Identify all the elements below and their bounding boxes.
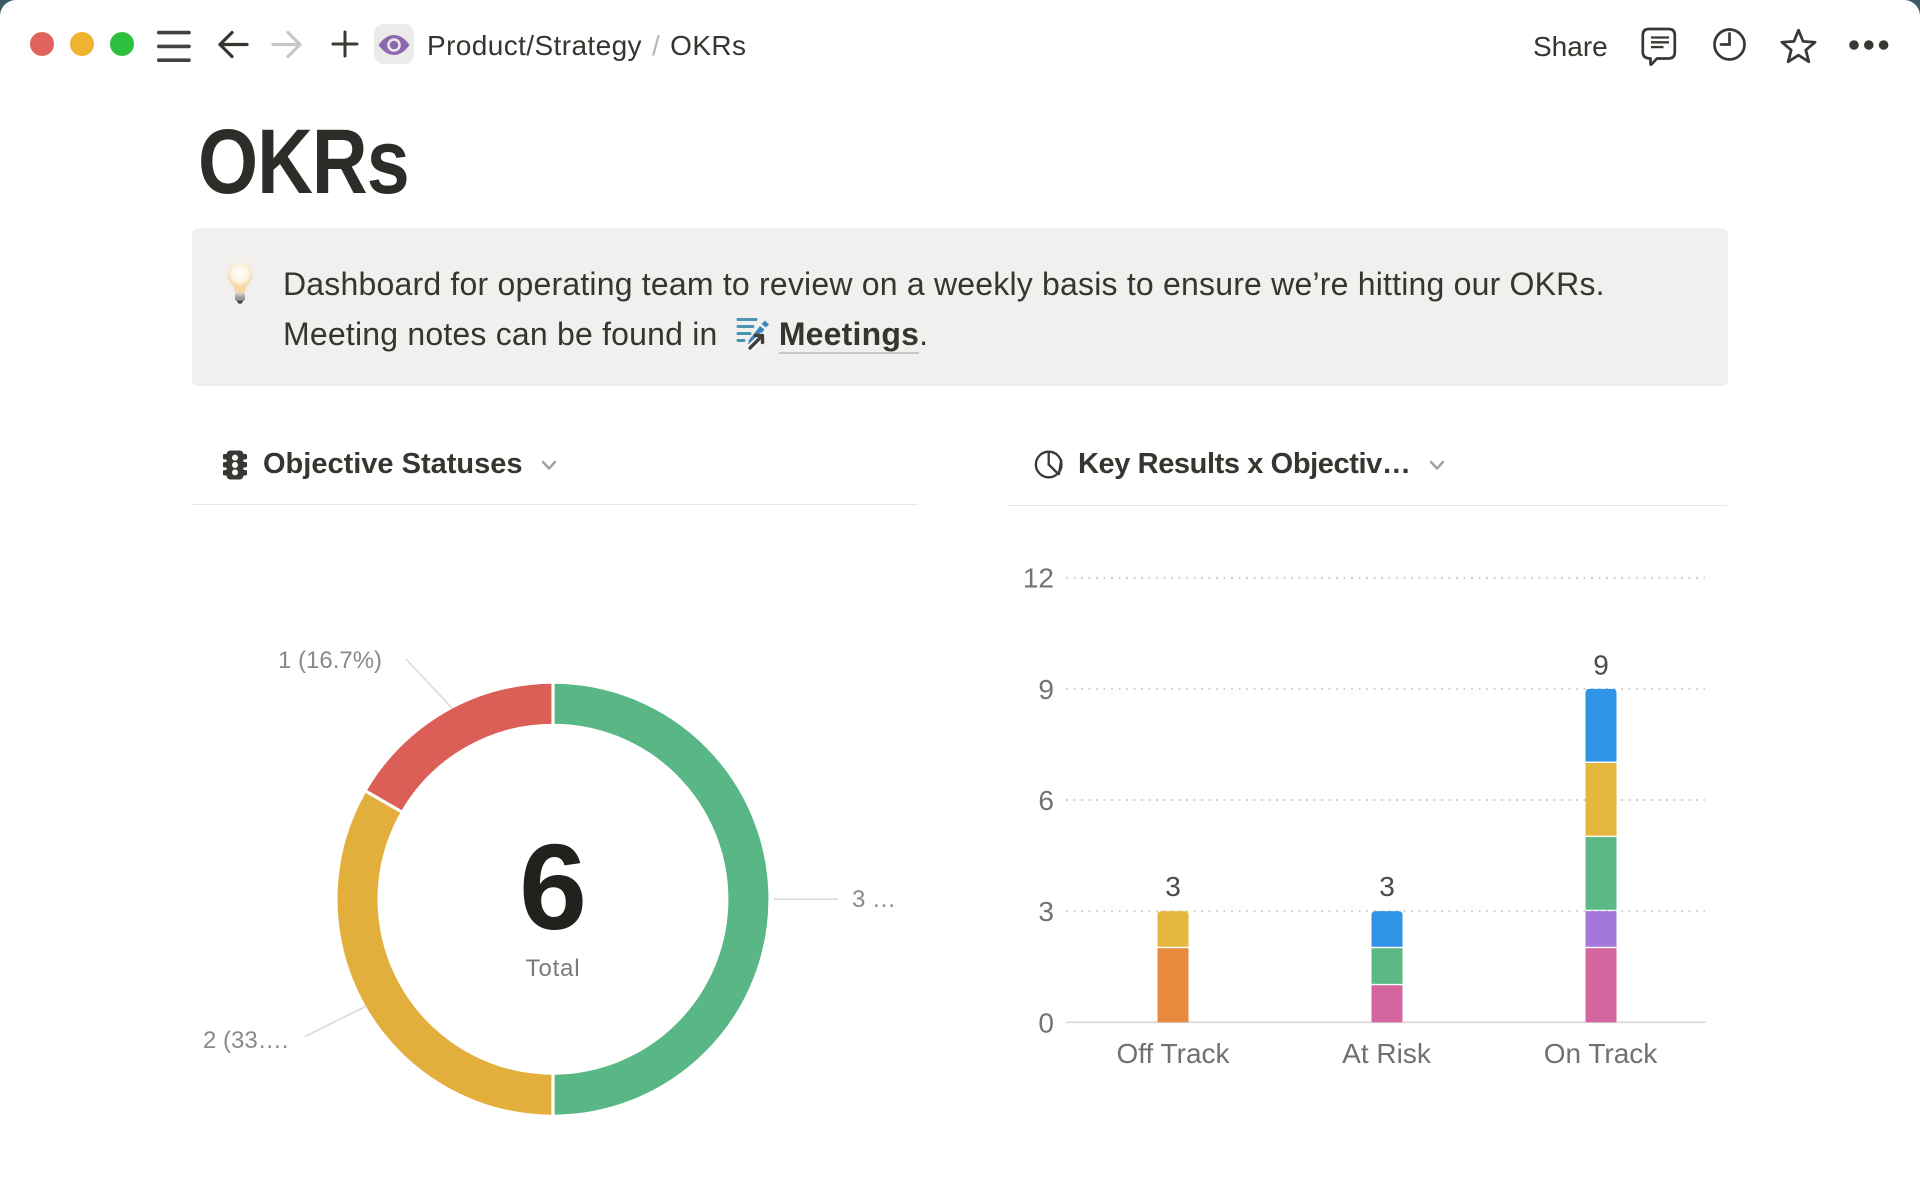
svg-text:9: 9: [1593, 650, 1609, 681]
svg-text:At Risk: At Risk: [1342, 1038, 1432, 1069]
svg-text:3: 3: [1165, 871, 1181, 902]
svg-text:6: 6: [1038, 785, 1054, 816]
svg-text:0: 0: [1038, 1007, 1054, 1038]
svg-text:6: 6: [519, 819, 587, 955]
svg-text:Off Track: Off Track: [1116, 1038, 1230, 1069]
svg-text:12: 12: [1023, 563, 1054, 594]
svg-text:3: 3: [1379, 871, 1395, 902]
svg-text:3: 3: [1038, 896, 1054, 927]
svg-text:2 (33….: 2 (33….: [203, 1027, 288, 1054]
svg-text:On Track: On Track: [1544, 1038, 1659, 1069]
svg-text:1 (16.7%): 1 (16.7%): [278, 647, 382, 674]
svg-text:9: 9: [1038, 674, 1054, 705]
svg-text:Total: Total: [526, 955, 581, 982]
svg-text:3 …: 3 …: [852, 886, 896, 913]
